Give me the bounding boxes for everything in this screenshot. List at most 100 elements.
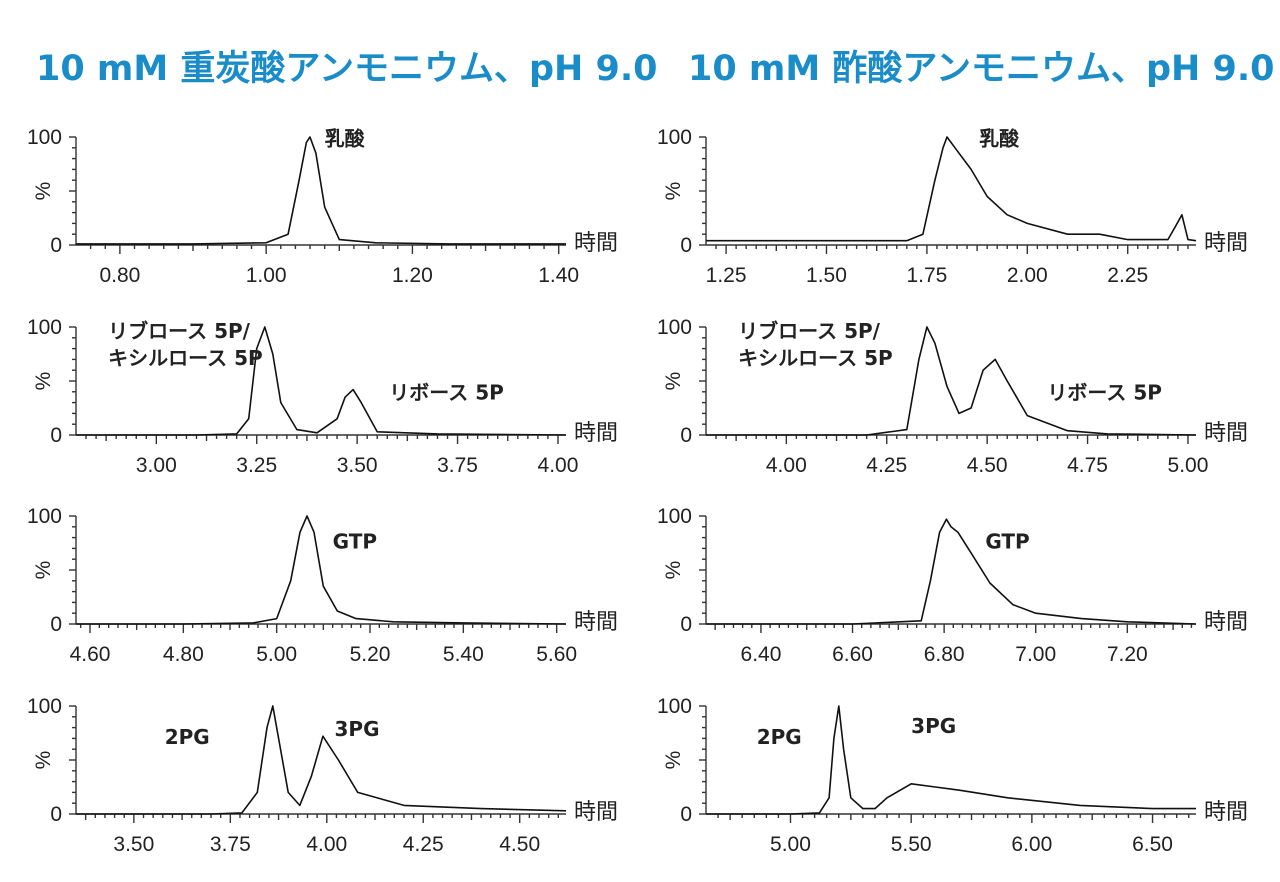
peak-label: リブロース 5P/ bbox=[738, 319, 881, 343]
x-tick-label: 6.60 bbox=[832, 643, 873, 666]
x-tick-label: 4.50 bbox=[499, 833, 540, 856]
y-tick-label: 0 bbox=[50, 803, 62, 826]
peak-label: キシルロース 5P bbox=[738, 346, 893, 370]
chromatogram-trace bbox=[706, 518, 1197, 625]
x-axis-unit: 時間 bbox=[1204, 231, 1248, 256]
y-axis-label: % bbox=[662, 182, 685, 201]
peak-label: GTP bbox=[333, 529, 377, 553]
y-tick-label: 100 bbox=[27, 505, 62, 528]
y-axis-label: % bbox=[662, 561, 685, 580]
x-tick-label: 0.80 bbox=[99, 264, 140, 287]
y-tick-label: 100 bbox=[27, 316, 62, 339]
y-tick-label: 0 bbox=[680, 424, 692, 447]
peak-label: 乳酸 bbox=[325, 127, 366, 151]
x-tick-label: 1.40 bbox=[538, 264, 579, 287]
peak-label: 3PG bbox=[335, 717, 380, 741]
chromatogram-7: 3.50 3.75 4.00 4.25 4.50 0 100% 時間 2PG 3PG bbox=[27, 695, 618, 856]
x-axis-unit: 時間 bbox=[574, 800, 618, 825]
chromatogram-trace bbox=[76, 326, 567, 436]
x-tick-label: 5.20 bbox=[350, 643, 391, 666]
peak-label: 2PG bbox=[757, 725, 802, 749]
chromatogram-4: 4.00 4.25 4.50 4.75 5.00 0 100% 時間 リブロース 5P/キシルロ… bbox=[657, 316, 1248, 477]
y-tick-label: 100 bbox=[27, 695, 62, 718]
y-tick-label: 100 bbox=[657, 126, 692, 149]
x-tick-label: 7.20 bbox=[1107, 643, 1148, 666]
chromatogram-6: 6.40 6.60 6.80 7.00 7.20 0 100% 時間 GTP bbox=[657, 505, 1248, 666]
chromatogram-trace bbox=[76, 515, 567, 625]
x-axis-unit: 時間 bbox=[1204, 421, 1248, 446]
y-axis-label: % bbox=[662, 372, 685, 391]
chromatogram-5: 4.60 4.80 5.00 5.20 5.40 5.60 0 100% 時間 GTP bbox=[27, 505, 618, 666]
y-tick-label: 0 bbox=[680, 803, 692, 826]
x-tick-label: 6.40 bbox=[741, 643, 782, 666]
y-tick-label: 100 bbox=[27, 126, 62, 149]
y-tick-label: 100 bbox=[657, 505, 692, 528]
x-tick-label: 5.60 bbox=[536, 643, 577, 666]
x-tick-label: 1.25 bbox=[706, 264, 747, 287]
peak-label: 2PG bbox=[165, 725, 210, 749]
x-tick-label: 2.25 bbox=[1107, 264, 1148, 287]
x-tick-label: 4.00 bbox=[306, 833, 347, 856]
y-axis-label: % bbox=[32, 561, 55, 580]
y-tick-label: 0 bbox=[50, 424, 62, 447]
y-tick-label: 0 bbox=[50, 234, 62, 257]
left-column-title: 10 mM 重炭酸アンモニウム、pH 9.0 bbox=[36, 49, 658, 89]
y-axis-label: % bbox=[662, 751, 685, 770]
x-tick-label: 2.00 bbox=[1007, 264, 1048, 287]
chromatogram-trace bbox=[706, 326, 1197, 436]
peak-label: リブロース 5P/ bbox=[108, 319, 251, 343]
peak-label: リボース 5P bbox=[389, 380, 504, 404]
chromatogram-2: 1.25 1.50 1.75 2.00 2.25 0 100% 時間 乳酸 bbox=[657, 126, 1248, 287]
x-tick-label: 3.50 bbox=[337, 454, 378, 477]
peak-label: GTP bbox=[985, 529, 1029, 553]
x-tick-label: 4.50 bbox=[967, 454, 1008, 477]
x-tick-label: 3.75 bbox=[210, 833, 251, 856]
y-axis-label: % bbox=[32, 182, 55, 201]
y-tick-label: 0 bbox=[680, 613, 692, 636]
x-tick-label: 4.75 bbox=[1067, 454, 1108, 477]
chromatogram-trace bbox=[706, 705, 1196, 815]
y-tick-label: 100 bbox=[657, 316, 692, 339]
y-axis-label: % bbox=[32, 372, 55, 391]
x-tick-label: 3.00 bbox=[136, 454, 177, 477]
peak-label: 乳酸 bbox=[979, 127, 1020, 151]
x-axis-unit: 時間 bbox=[574, 231, 618, 256]
x-axis-unit: 時間 bbox=[1204, 610, 1248, 635]
peak-label: 3PG bbox=[911, 714, 956, 738]
chromatogram-trace bbox=[76, 705, 567, 815]
y-tick-label: 100 bbox=[657, 695, 692, 718]
x-tick-label: 5.50 bbox=[891, 833, 932, 856]
x-tick-label: 4.25 bbox=[403, 833, 444, 856]
x-axis-unit: 時間 bbox=[574, 421, 618, 446]
x-tick-label: 4.60 bbox=[70, 643, 111, 666]
x-tick-label: 7.00 bbox=[1015, 643, 1056, 666]
x-tick-label: 5.00 bbox=[770, 833, 811, 856]
peak-label: リボース 5P bbox=[1047, 380, 1162, 404]
x-tick-label: 4.80 bbox=[163, 643, 204, 666]
x-tick-label: 1.00 bbox=[246, 264, 287, 287]
y-tick-label: 0 bbox=[680, 234, 692, 257]
x-tick-label: 1.75 bbox=[906, 264, 947, 287]
chromatogram-3: 3.00 3.25 3.50 3.75 4.00 0 100% 時間 リブロース 5P/キシルロ… bbox=[27, 316, 618, 477]
x-axis-unit: 時間 bbox=[1204, 800, 1248, 825]
x-axis-unit: 時間 bbox=[574, 610, 618, 635]
y-axis-label: % bbox=[32, 751, 55, 770]
x-tick-label: 5.00 bbox=[1168, 454, 1209, 477]
chromatogram-trace bbox=[76, 136, 566, 245]
y-tick-label: 0 bbox=[50, 613, 62, 636]
x-tick-label: 4.00 bbox=[538, 454, 579, 477]
x-tick-label: 5.00 bbox=[256, 643, 297, 666]
x-tick-label: 5.40 bbox=[443, 643, 484, 666]
x-tick-label: 6.80 bbox=[924, 643, 965, 666]
x-tick-label: 1.20 bbox=[392, 264, 433, 287]
x-tick-label: 3.25 bbox=[236, 454, 277, 477]
chromatogram-8: 5.00 5.50 6.00 6.50 0 100% 時間 2PG 3PG bbox=[657, 695, 1248, 856]
peak-label: キシルロース 5P bbox=[108, 346, 263, 370]
chromatogram-trace bbox=[706, 136, 1197, 242]
x-tick-label: 1.50 bbox=[806, 264, 847, 287]
x-tick-label: 6.50 bbox=[1132, 833, 1173, 856]
x-tick-label: 4.25 bbox=[866, 454, 907, 477]
x-tick-label: 4.00 bbox=[766, 454, 807, 477]
x-tick-label: 3.75 bbox=[437, 454, 478, 477]
